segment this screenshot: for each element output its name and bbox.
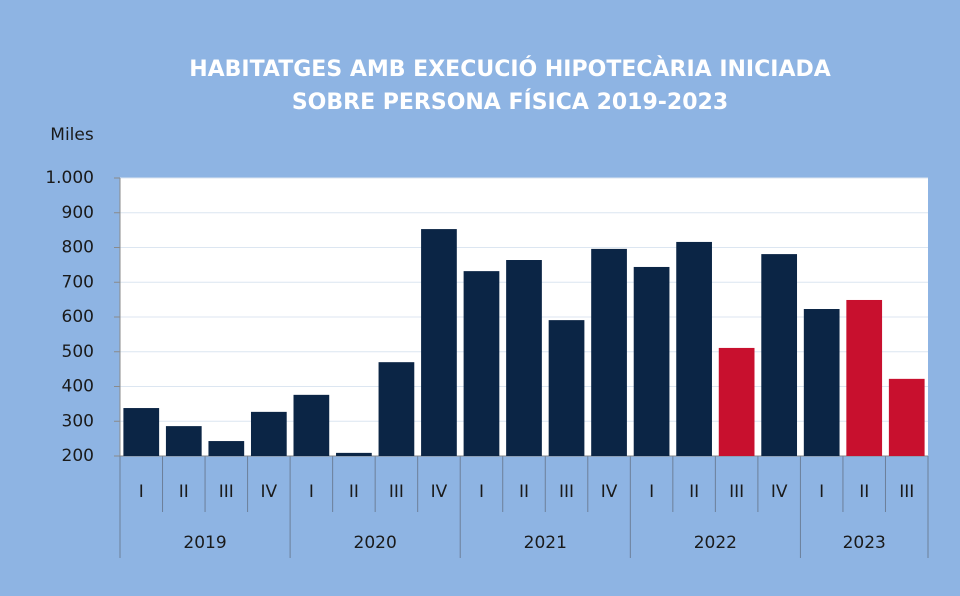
x-tick-label: IV	[771, 482, 788, 502]
y-tick-label: 300	[62, 411, 94, 431]
x-tick-label: II	[179, 482, 189, 502]
chart-title: SOBRE PERSONA FÍSICA 2019-2023	[292, 89, 728, 115]
bar	[123, 408, 160, 456]
y-tick-label: 600	[62, 307, 94, 327]
x-tick-label: I	[649, 482, 654, 502]
y-tick-label: 400	[62, 377, 94, 397]
x-tick-label: III	[729, 482, 744, 502]
bar	[506, 260, 542, 456]
group-label: 2021	[524, 533, 567, 553]
x-tick-label: III	[389, 482, 404, 502]
bar	[165, 426, 202, 456]
group-label: 2019	[183, 533, 226, 553]
bar	[548, 320, 585, 456]
bar	[846, 299, 883, 456]
bar	[250, 411, 287, 456]
group-label: 2022	[694, 533, 737, 553]
x-tick-label: I	[479, 482, 484, 502]
bar	[378, 362, 415, 456]
bar	[676, 241, 712, 456]
y-tick-label: 900	[62, 203, 94, 223]
bar	[591, 248, 627, 456]
x-tick-label: II	[519, 482, 529, 502]
x-tick-label: I	[819, 482, 824, 502]
x-tick-label: II	[349, 482, 359, 502]
bar	[293, 394, 330, 456]
y-axis-label: Miles	[50, 125, 94, 145]
x-tick-label: IV	[601, 482, 618, 502]
y-tick-label: 500	[62, 342, 94, 362]
bar	[633, 266, 670, 456]
bar	[803, 309, 840, 456]
bar	[718, 347, 755, 456]
y-tick-label: 700	[62, 272, 94, 292]
x-tick-label: IV	[261, 482, 278, 502]
y-tick-label: 800	[62, 238, 94, 258]
x-tick-label: IV	[431, 482, 448, 502]
x-tick-label: I	[309, 482, 314, 502]
x-tick-label: III	[559, 482, 574, 502]
x-tick-label: II	[859, 482, 869, 502]
bar	[761, 254, 798, 456]
bar	[463, 271, 500, 456]
y-tick-label: 1.000	[45, 168, 94, 188]
chart-title: HABITATGES AMB EXECUCIÓ HIPOTECÀRIA INIC…	[189, 56, 831, 82]
bar	[208, 441, 245, 456]
bar	[421, 229, 457, 456]
group-label: 2023	[843, 533, 886, 553]
x-tick-label: I	[139, 482, 144, 502]
bar	[336, 452, 372, 456]
x-tick-label: II	[689, 482, 699, 502]
y-tick-label: 200	[62, 446, 94, 466]
x-tick-label: III	[219, 482, 234, 502]
x-tick-label: III	[899, 482, 914, 502]
bar	[888, 378, 925, 456]
group-label: 2020	[354, 533, 397, 553]
